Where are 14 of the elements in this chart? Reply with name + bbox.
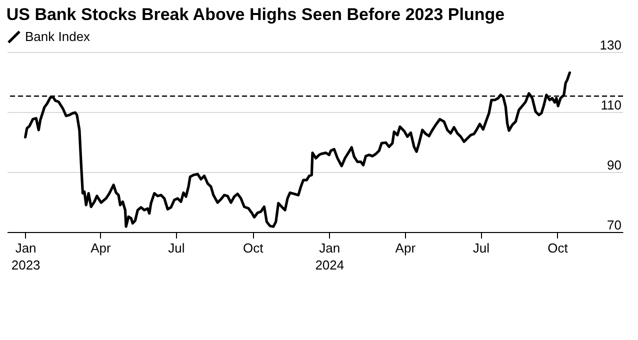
y-tick-label: 130 [600, 38, 622, 52]
x-tick-label: Jan 2023 [11, 240, 40, 272]
x-tick-label: Jul [472, 240, 490, 256]
x-tick-label: Apr [395, 240, 416, 256]
chart-title: US Bank Stocks Break Above Highs Seen Before 2023 Plunge [6, 5, 505, 24]
x-tick-label: Apr [90, 240, 112, 256]
y-tick-label: 90 [607, 158, 622, 172]
x-tick-label: Oct [242, 240, 264, 256]
legend-label: Bank Index [25, 29, 91, 44]
y-tick-label: 110 [600, 98, 622, 112]
x-tick-label: Jul [168, 240, 185, 256]
x-tick-label: Jan 2024 [315, 240, 344, 272]
y-tick-label: 70 [607, 218, 622, 232]
x-tick-label: Oct [548, 240, 568, 256]
